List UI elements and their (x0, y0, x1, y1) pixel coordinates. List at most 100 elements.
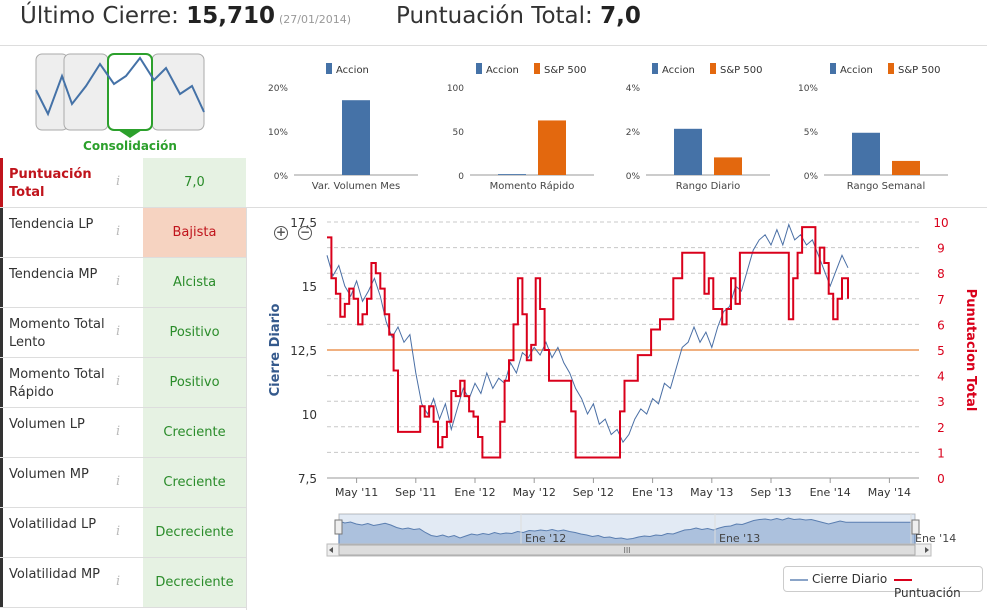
navigator-handle-right[interactable] (911, 519, 920, 535)
bar-legend-swatch (830, 63, 836, 74)
bar-category-label: Var. Volumen Mes (312, 181, 400, 192)
pattern-label: Consolidación (83, 139, 177, 153)
last-close-label: Último Cierre: (20, 3, 179, 29)
info-icon[interactable]: i (116, 174, 121, 189)
bar-ytick-label: 0 (458, 172, 464, 182)
indicator-row: Volatilidad LP i Decreciente (0, 508, 246, 558)
ytick-label: 12,5 (290, 344, 317, 358)
header: Último Cierre: 15,710 (27/01/2014) Puntua… (0, 0, 987, 46)
indicator-row: Volumen LP i Creciente (0, 408, 246, 458)
y2tick-label: 3 (937, 395, 945, 409)
indicator-value: Decreciente (143, 558, 246, 607)
navigator-series (338, 517, 916, 545)
total-score: Puntuación Total: 7,0 (396, 3, 641, 29)
navigator-selection[interactable] (339, 514, 915, 544)
indicator-value: Creciente (143, 408, 246, 457)
bar-legend-item[interactable]: S&P 500 (710, 63, 762, 76)
bar-ytick-label: 5% (804, 128, 819, 138)
legend-item-puntuacion[interactable]: Puntuación (894, 572, 982, 600)
bar-category-label: Rango Diario (676, 181, 740, 192)
bar[interactable] (498, 174, 526, 175)
bar-legend-label: S&P 500 (898, 65, 940, 76)
bar-ytick-label: 50 (453, 128, 465, 138)
bar-chart-rango-semanal: Accion S&P 500 0% 5% 10% Rango Semanal (776, 46, 956, 208)
bar[interactable] (892, 160, 920, 175)
info-icon[interactable]: i (116, 324, 121, 339)
bar-ytick-label: 20% (268, 84, 288, 94)
y2tick-label: 6 (937, 318, 945, 332)
info-icon[interactable]: i (116, 474, 121, 489)
indicator-row: Tendencia MP i Alcista (0, 258, 246, 308)
bar-legend-item[interactable]: S&P 500 (888, 63, 940, 76)
scroll-left-icon[interactable] (329, 547, 333, 553)
main-chart: 0 1 2 3 4 5 6 7 8 9 10 7,5 10 12,5 15 17,5 Cierre Diario… (246, 208, 987, 610)
info-icon[interactable]: i (116, 374, 121, 389)
price-score-chart[interactable]: 0 1 2 3 4 5 6 7 8 9 10 7,5 10 12,5 15 17,5 Cierre Diario… (247, 208, 987, 610)
info-icon[interactable]: i (116, 274, 121, 289)
pattern-thumbnails[interactable]: Consolidación (0, 46, 246, 158)
bar-legend-label: Accion (336, 65, 369, 76)
navigator-xtick-label: Ene '13 (719, 532, 760, 545)
legend-line-cierre (790, 578, 808, 581)
legend-item-cierre[interactable]: Cierre Diario (790, 572, 887, 586)
bar-legend-swatch (476, 63, 482, 74)
bar-legend-label: S&P 500 (544, 65, 586, 76)
indicator-label: Volatilidad MP (0, 558, 108, 607)
bar-ytick-label: 0% (626, 172, 641, 182)
indicator-row: Volatilidad MP i Decreciente (0, 558, 246, 608)
pattern-thumbnail-chart: Consolidación (35, 53, 205, 153)
y2tick-label: 9 (937, 242, 945, 256)
navigator-handle-left[interactable] (334, 519, 343, 535)
bar-legend-item[interactable]: Accion (652, 63, 695, 76)
info-icon[interactable]: i (116, 574, 121, 589)
bar-legend-item[interactable]: Accion (326, 63, 369, 76)
bar-legend-item[interactable]: S&P 500 (534, 63, 586, 76)
zoom-in-icon[interactable]: + (274, 225, 288, 240)
bar[interactable] (714, 157, 742, 175)
bar-legend-label: Accion (662, 65, 695, 76)
xtick-label: Sep '11 (395, 486, 436, 499)
indicator-row: Volumen MP i Creciente (0, 458, 246, 508)
navigator-xtick-label: Ene '12 (525, 532, 566, 545)
bar-legend-swatch (534, 63, 540, 74)
last-close: Último Cierre: 15,710 (27/01/2014) (20, 3, 351, 29)
bar-ytick-label: 10% (798, 84, 818, 94)
scrollbar-thumb[interactable] (338, 544, 916, 556)
indicator-label: Tendencia LP (0, 208, 108, 257)
y2tick-label: 7 (937, 293, 945, 307)
xtick-label: May '11 (335, 486, 378, 499)
indicator-label: Volatilidad LP (0, 508, 108, 557)
zoom-out-icon[interactable]: − (298, 225, 312, 240)
total-score-value: 7,0 (600, 3, 641, 29)
legend-line-puntuacion (894, 578, 912, 581)
y2tick-label: 2 (937, 421, 945, 435)
bar-legend-swatch (888, 63, 894, 74)
bar[interactable] (538, 120, 566, 175)
xtick-label: Ene '13 (632, 486, 673, 499)
xtick-label: Ene '14 (810, 486, 851, 499)
scroll-right-icon[interactable] (925, 547, 929, 553)
indicator-value: 7,0 (143, 158, 246, 207)
series-line-puntuacion[interactable] (327, 226, 849, 459)
bar-ytick-label: 4% (626, 84, 641, 94)
indicator-panel: Consolidación Puntuación Total i 7,0 Tenden… (0, 46, 246, 610)
bar[interactable] (852, 132, 880, 175)
info-icon[interactable]: i (116, 524, 121, 539)
bar-legend-item[interactable]: Accion (476, 63, 519, 76)
indicator-row: Momento Total Lento i Positivo (0, 308, 246, 358)
bar[interactable] (342, 100, 370, 175)
bar-legend-swatch (326, 63, 332, 74)
xtick-label: Sep '12 (573, 486, 614, 499)
bar-legend-label: Accion (840, 65, 873, 76)
bar-legend-item[interactable]: Accion (830, 63, 873, 76)
bar[interactable] (674, 128, 702, 175)
ytick-label: 15 (302, 280, 317, 294)
info-icon[interactable]: i (116, 224, 121, 239)
y2tick-label: 0 (937, 472, 945, 486)
y2tick-label: 10 (933, 216, 948, 230)
info-icon[interactable]: i (116, 424, 121, 439)
series-line-cierre[interactable] (326, 223, 849, 444)
indicator-row: Momento Total Rápido i Positivo (0, 358, 246, 408)
indicator-label: Tendencia MP (0, 258, 108, 307)
bar-chart-volumen: Accion 0% 10% 20% Var. Volumen Mes (246, 46, 426, 208)
